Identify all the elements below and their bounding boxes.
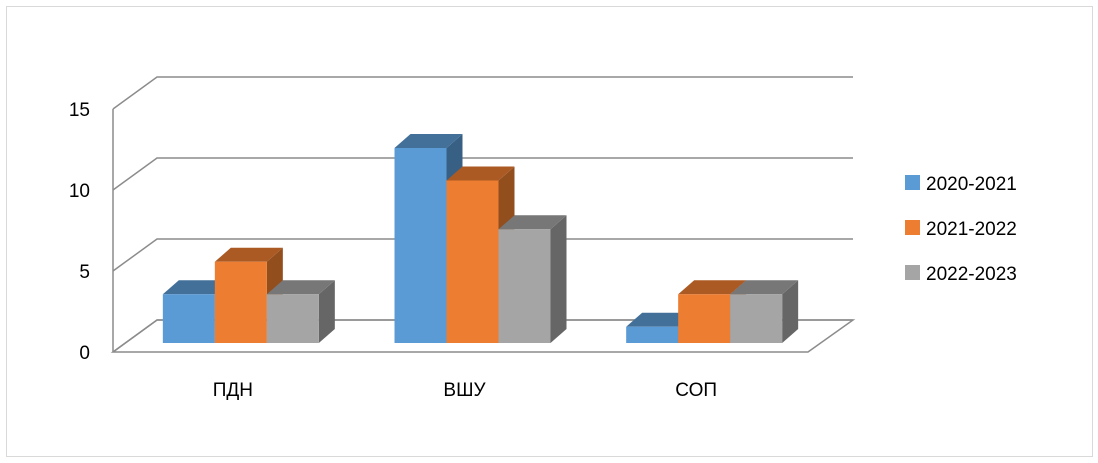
bar-front	[266, 294, 319, 343]
bar	[446, 166, 515, 343]
bar-top	[498, 215, 567, 230]
y-axis: 0 5 10 15	[69, 100, 90, 364]
x-tick-label: ВШУ	[443, 380, 486, 401]
bars	[162, 134, 799, 343]
bar-top	[446, 166, 515, 181]
bar	[498, 215, 567, 343]
bar-front	[394, 148, 447, 343]
legend: 2020-2021 2021-2022 2022-2023	[905, 174, 1017, 285]
legend-swatch	[905, 265, 920, 280]
bar-top	[730, 280, 799, 295]
legend-swatch	[905, 175, 920, 190]
y-tick-label: 15	[69, 100, 90, 121]
gridline	[112, 319, 853, 353]
bar	[266, 280, 335, 343]
bar-side	[782, 280, 799, 343]
legend-item: 2022-2023	[905, 264, 1017, 285]
x-axis: ПДН ВШУ СОП	[213, 380, 717, 401]
legend-swatch	[905, 220, 920, 235]
bar-front	[214, 261, 267, 343]
y-tick-label: 0	[79, 343, 90, 364]
gridline	[112, 76, 853, 110]
bar-front	[730, 294, 783, 343]
bar-top	[214, 247, 283, 262]
legend-label: 2022-2023	[926, 264, 1017, 285]
legend-item: 2020-2021	[905, 174, 1017, 195]
gridline	[112, 238, 853, 272]
gridlines	[112, 76, 853, 353]
bar-front	[446, 180, 499, 343]
bar	[730, 280, 799, 343]
legend-label: 2021-2022	[926, 219, 1017, 240]
bar-top	[394, 134, 463, 148]
bar-front	[162, 294, 215, 343]
y-tick-label: 10	[69, 181, 90, 202]
bar-side	[318, 280, 335, 343]
legend-label: 2020-2021	[926, 174, 1017, 195]
legend-item: 2021-2022	[905, 219, 1017, 240]
y-tick-label: 5	[79, 262, 90, 283]
bar-front	[626, 326, 679, 343]
bar-top	[162, 280, 231, 295]
bar-top	[266, 280, 335, 295]
bar-front	[678, 294, 731, 343]
bar-top	[626, 312, 695, 327]
bar-top	[678, 280, 747, 295]
bar-front	[498, 229, 551, 343]
bar-side	[550, 215, 567, 343]
x-tick-label: ПДН	[213, 380, 253, 401]
gridline	[112, 157, 853, 191]
x-tick-label: СОП	[675, 380, 717, 401]
